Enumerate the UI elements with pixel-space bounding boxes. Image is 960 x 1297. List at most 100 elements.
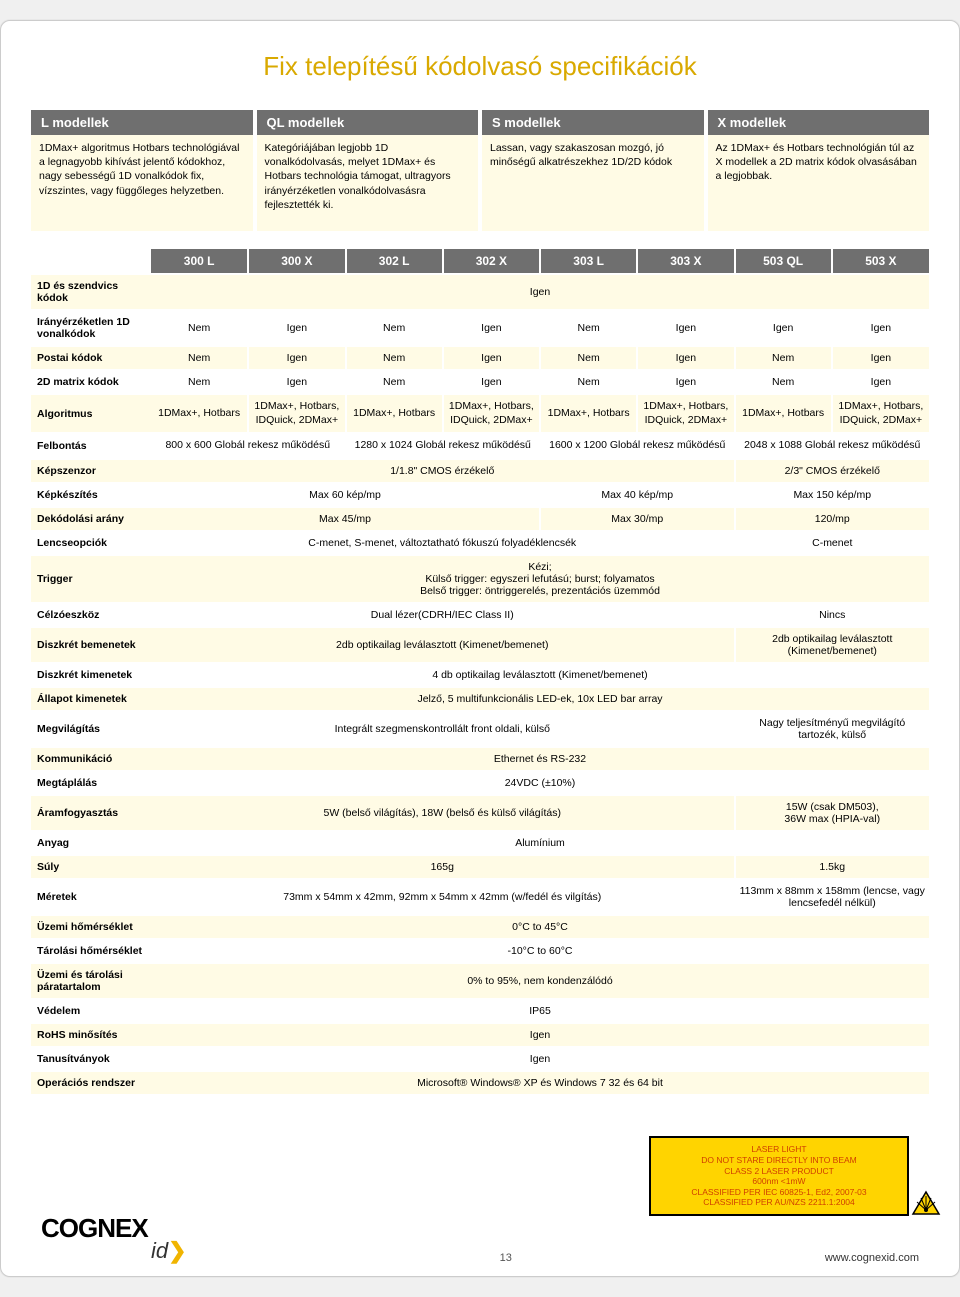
laser-line: CLASS 2 LASER PRODUCT <box>659 1166 899 1177</box>
cell: Nem <box>735 370 832 394</box>
cell: 2/3" CMOS érzékelő <box>735 459 930 483</box>
row-weight: Súly 165g 1.5kg <box>31 855 929 879</box>
row-label: Dekódolási arány <box>31 507 151 531</box>
cell: Igen <box>637 346 734 370</box>
row-label: Algoritmus <box>31 394 151 433</box>
cell: Igen <box>443 346 540 370</box>
col-503ql: 503 QL <box>735 249 832 274</box>
cell: Max 60 kép/mp <box>151 483 540 507</box>
row-comm: Kommunikáció Ethernet és RS-232 <box>31 747 929 771</box>
row-label: Védelem <box>31 999 151 1023</box>
model-header: X modellek <box>708 110 930 135</box>
cell: Igen <box>832 310 929 346</box>
cell: Nincs <box>735 603 930 627</box>
cell: 1DMax+, Hotbars, IDQuick, 2DMax+ <box>248 394 345 433</box>
model-desc: Lassan, vagy szakaszosan mozgó, jó minős… <box>482 135 704 231</box>
row-label: Méretek <box>31 879 151 915</box>
cell: 2048 x 1088 Globál rekesz működésű <box>735 433 930 459</box>
row-material: Anyag Alumínium <box>31 831 929 855</box>
cell: Nem <box>540 370 637 394</box>
cell: 0°C to 45°C <box>151 915 929 939</box>
cell: Nem <box>151 370 248 394</box>
row-label: Kommunikáció <box>31 747 151 771</box>
row-cert: Tanusítványok Igen <box>31 1047 929 1071</box>
cell: 800 x 600 Globál rekesz működésű <box>151 433 346 459</box>
cell: Nem <box>151 310 248 346</box>
row-omni-1d: Irányérzéketlen 1D vonalkódok Nem Igen N… <box>31 310 929 346</box>
cell: Max 40 kép/mp <box>540 483 735 507</box>
logo-wordmark: COGNEX <box>41 1213 148 1244</box>
row-label: Megtáplálás <box>31 771 151 795</box>
chevron-icon: ❯ <box>168 1238 186 1263</box>
model-col-x: X modellek Az 1DMax+ és Hotbars technoló… <box>708 110 930 231</box>
cell: Max 30/mp <box>540 507 735 531</box>
cell: Microsoft® Windows® XP és Windows 7 32 é… <box>151 1071 929 1094</box>
cell: 1DMax+, Hotbars <box>735 394 832 433</box>
row-label: Felbontás <box>31 433 151 459</box>
page-number: 13 <box>500 1252 512 1264</box>
cell: Igen <box>151 274 929 310</box>
cell: Igen <box>248 346 345 370</box>
row-rohs: RoHS minősítés Igen <box>31 1023 929 1047</box>
spec-table: 300 L 300 X 302 L 302 X 303 L 303 X 503 … <box>31 249 929 1094</box>
row-label: RoHS minősítés <box>31 1023 151 1047</box>
cell: 4 db optikailag leválasztott (Kimenet/be… <box>151 663 929 687</box>
row-label: Trigger <box>31 555 151 603</box>
cell: Nem <box>540 346 637 370</box>
logo-id: id❯ <box>151 1238 187 1264</box>
cell: Igen <box>637 370 734 394</box>
row-illumination: Megvilágítás Integrált szegmenskontrollá… <box>31 711 929 747</box>
col-302l: 302 L <box>346 249 443 274</box>
row-label: Állapot kimenetek <box>31 687 151 711</box>
laser-line: CLASSIFIED PER AU/NZS 2211.1:2004 <box>659 1197 899 1208</box>
row-1d-sandwich: 1D és szendvics kódok Igen <box>31 274 929 310</box>
cell: Nem <box>735 346 832 370</box>
row-humidity: Üzemi és tárolási páratartalom 0% to 95%… <box>31 963 929 999</box>
row-trigger: Trigger Kézi; Külső trigger: egyszeri le… <box>31 555 929 603</box>
row-lens: Lencseopciók C-menet, S-menet, változtat… <box>31 531 929 555</box>
cell: C-menet <box>735 531 930 555</box>
cell: Nem <box>346 310 443 346</box>
footer: COGNEX id❯ 13 www.cognexid.com <box>1 1213 959 1264</box>
cell: Igen <box>735 310 832 346</box>
page-title: Fix telepítésű kódolvasó specifikációk <box>31 51 929 82</box>
cell: 73mm x 54mm x 42mm, 92mm x 54mm x 42mm (… <box>151 879 735 915</box>
row-label: Diszkrét bemenetek <box>31 627 151 663</box>
row-label: Üzemi és tárolási páratartalom <box>31 963 151 999</box>
col-503x: 503 X <box>832 249 929 274</box>
cell: 1600 x 1200 Globál rekesz működésű <box>540 433 735 459</box>
cell: Jelző, 5 multifunkcionális LED-ek, 10x L… <box>151 687 929 711</box>
cell: 1/1.8" CMOS érzékelő <box>151 459 735 483</box>
cell: Nagy teljesítményű megvilágító tartozék,… <box>735 711 930 747</box>
cell: Nem <box>346 346 443 370</box>
cell: 1280 x 1024 Globál rekesz működésű <box>346 433 541 459</box>
model-series-grid: L modellek 1DMax+ algoritmus Hotbars tec… <box>31 110 929 231</box>
cell: Dual lézer(CDRH/IEC Class II) <box>151 603 735 627</box>
cell: 113mm x 88mm x 158mm (lencse, vagy lencs… <box>735 879 930 915</box>
cell: Nem <box>151 346 248 370</box>
cell: 5W (belső világítás), 18W (belső és küls… <box>151 795 735 831</box>
cell: 1DMax+, Hotbars <box>346 394 443 433</box>
model-desc: 1DMax+ algoritmus Hotbars technológiával… <box>31 135 253 231</box>
cell: Max 45/mp <box>151 507 540 531</box>
row-discrete-in: Diszkrét bemenetek 2db optikailag levála… <box>31 627 929 663</box>
model-desc: Kategóriájában legjobb 1D vonalkódolvasá… <box>257 135 479 231</box>
cell: 24VDC (±10%) <box>151 771 929 795</box>
row-algorithm: Algoritmus 1DMax+, Hotbars 1DMax+, Hotba… <box>31 394 929 433</box>
row-aimer: Célzóeszköz Dual lézer(CDRH/IEC Class II… <box>31 603 929 627</box>
model-desc: Az 1DMax+ és Hotbars technológián túl az… <box>708 135 930 231</box>
row-label: Diszkrét kimenetek <box>31 663 151 687</box>
row-status-out: Állapot kimenetek Jelző, 5 multifunkcion… <box>31 687 929 711</box>
model-col-s: S modellek Lassan, vagy szakaszosan mozg… <box>482 110 704 231</box>
row-power-consumption: Áramfogyasztás 5W (belső világítás), 18W… <box>31 795 929 831</box>
cell: Igen <box>832 370 929 394</box>
row-label: Irányérzéketlen 1D vonalkódok <box>31 310 151 346</box>
row-label: Tanusítványok <box>31 1047 151 1071</box>
laser-line: LASER LIGHT <box>659 1144 899 1155</box>
corner-blank <box>31 249 151 274</box>
row-label: Tárolási hőmérséklet <box>31 939 151 963</box>
cell: 1DMax+, Hotbars <box>540 394 637 433</box>
model-header: L modellek <box>31 110 253 135</box>
laser-line: CLASSIFIED PER IEC 60825-1, Ed2, 2007-03 <box>659 1187 899 1198</box>
cell: Igen <box>248 310 345 346</box>
